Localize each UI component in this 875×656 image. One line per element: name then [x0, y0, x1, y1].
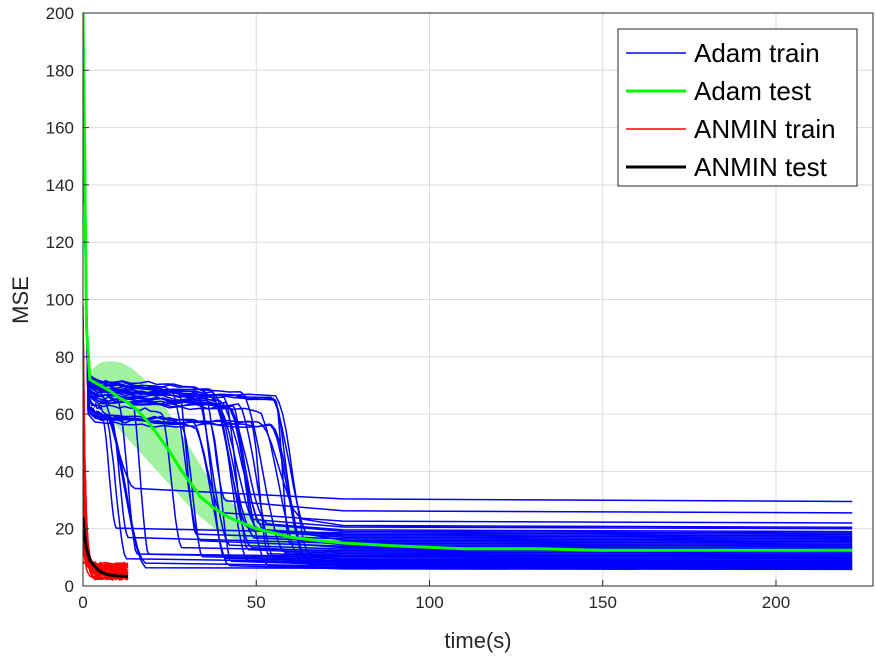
anmin-test-line-group [83, 517, 129, 578]
x-tick-label: 150 [589, 593, 617, 612]
adam-train-run-line [83, 13, 853, 570]
y-tick-label: 180 [46, 61, 74, 80]
x-axis-label: time(s) [444, 628, 511, 653]
legend-label: Adam test [694, 76, 812, 106]
anmin-train-runs [83, 306, 129, 582]
adam-train-run-line [83, 13, 853, 568]
y-tick-label: 140 [46, 176, 74, 195]
adam-train-run-line [83, 13, 853, 539]
adam-train-run-line [83, 13, 853, 558]
y-tick-label: 160 [46, 119, 74, 138]
x-tick-label: 0 [78, 593, 87, 612]
x-axis-ticks: 0 50 100 150 200 [78, 580, 790, 612]
adam-train-runs [83, 13, 853, 571]
legend-box [617, 28, 858, 187]
y-tick-label: 100 [46, 291, 74, 310]
y-tick-label: 200 [46, 4, 74, 23]
adam-train-run-line [83, 13, 853, 553]
adam-train-run-line [83, 13, 853, 562]
y-tick-label: 120 [46, 233, 74, 252]
anmin-train-run-line [83, 528, 129, 581]
y-tick-label: 40 [55, 462, 74, 481]
adam-test-line [83, 13, 853, 552]
x-tick-label: 50 [247, 593, 266, 612]
adam-train-run-line [83, 13, 853, 571]
series-lines [83, 13, 853, 552]
legend-label: ANMIN train [694, 114, 836, 144]
y-tick-label: 0 [65, 577, 74, 596]
legend-label: ANMIN test [694, 152, 828, 182]
x-tick-label: 200 [762, 593, 790, 612]
x-tick-label: 100 [415, 593, 443, 612]
y-tick-label: 60 [55, 405, 74, 424]
legend-label: Adam train [694, 38, 820, 68]
legend: Adam train Adam test ANMIN train ANMIN test [617, 28, 858, 187]
y-axis-ticks: 0 20 40 60 80 100 120 140 160 180 200 [46, 4, 89, 596]
adam-train-run-line [83, 13, 853, 561]
y-tick-label: 80 [55, 348, 74, 367]
anmin-test-line [83, 517, 129, 578]
y-tick-label: 20 [55, 520, 74, 539]
adam-train-run-line [83, 13, 853, 567]
y-axis-label: MSE [8, 276, 33, 324]
